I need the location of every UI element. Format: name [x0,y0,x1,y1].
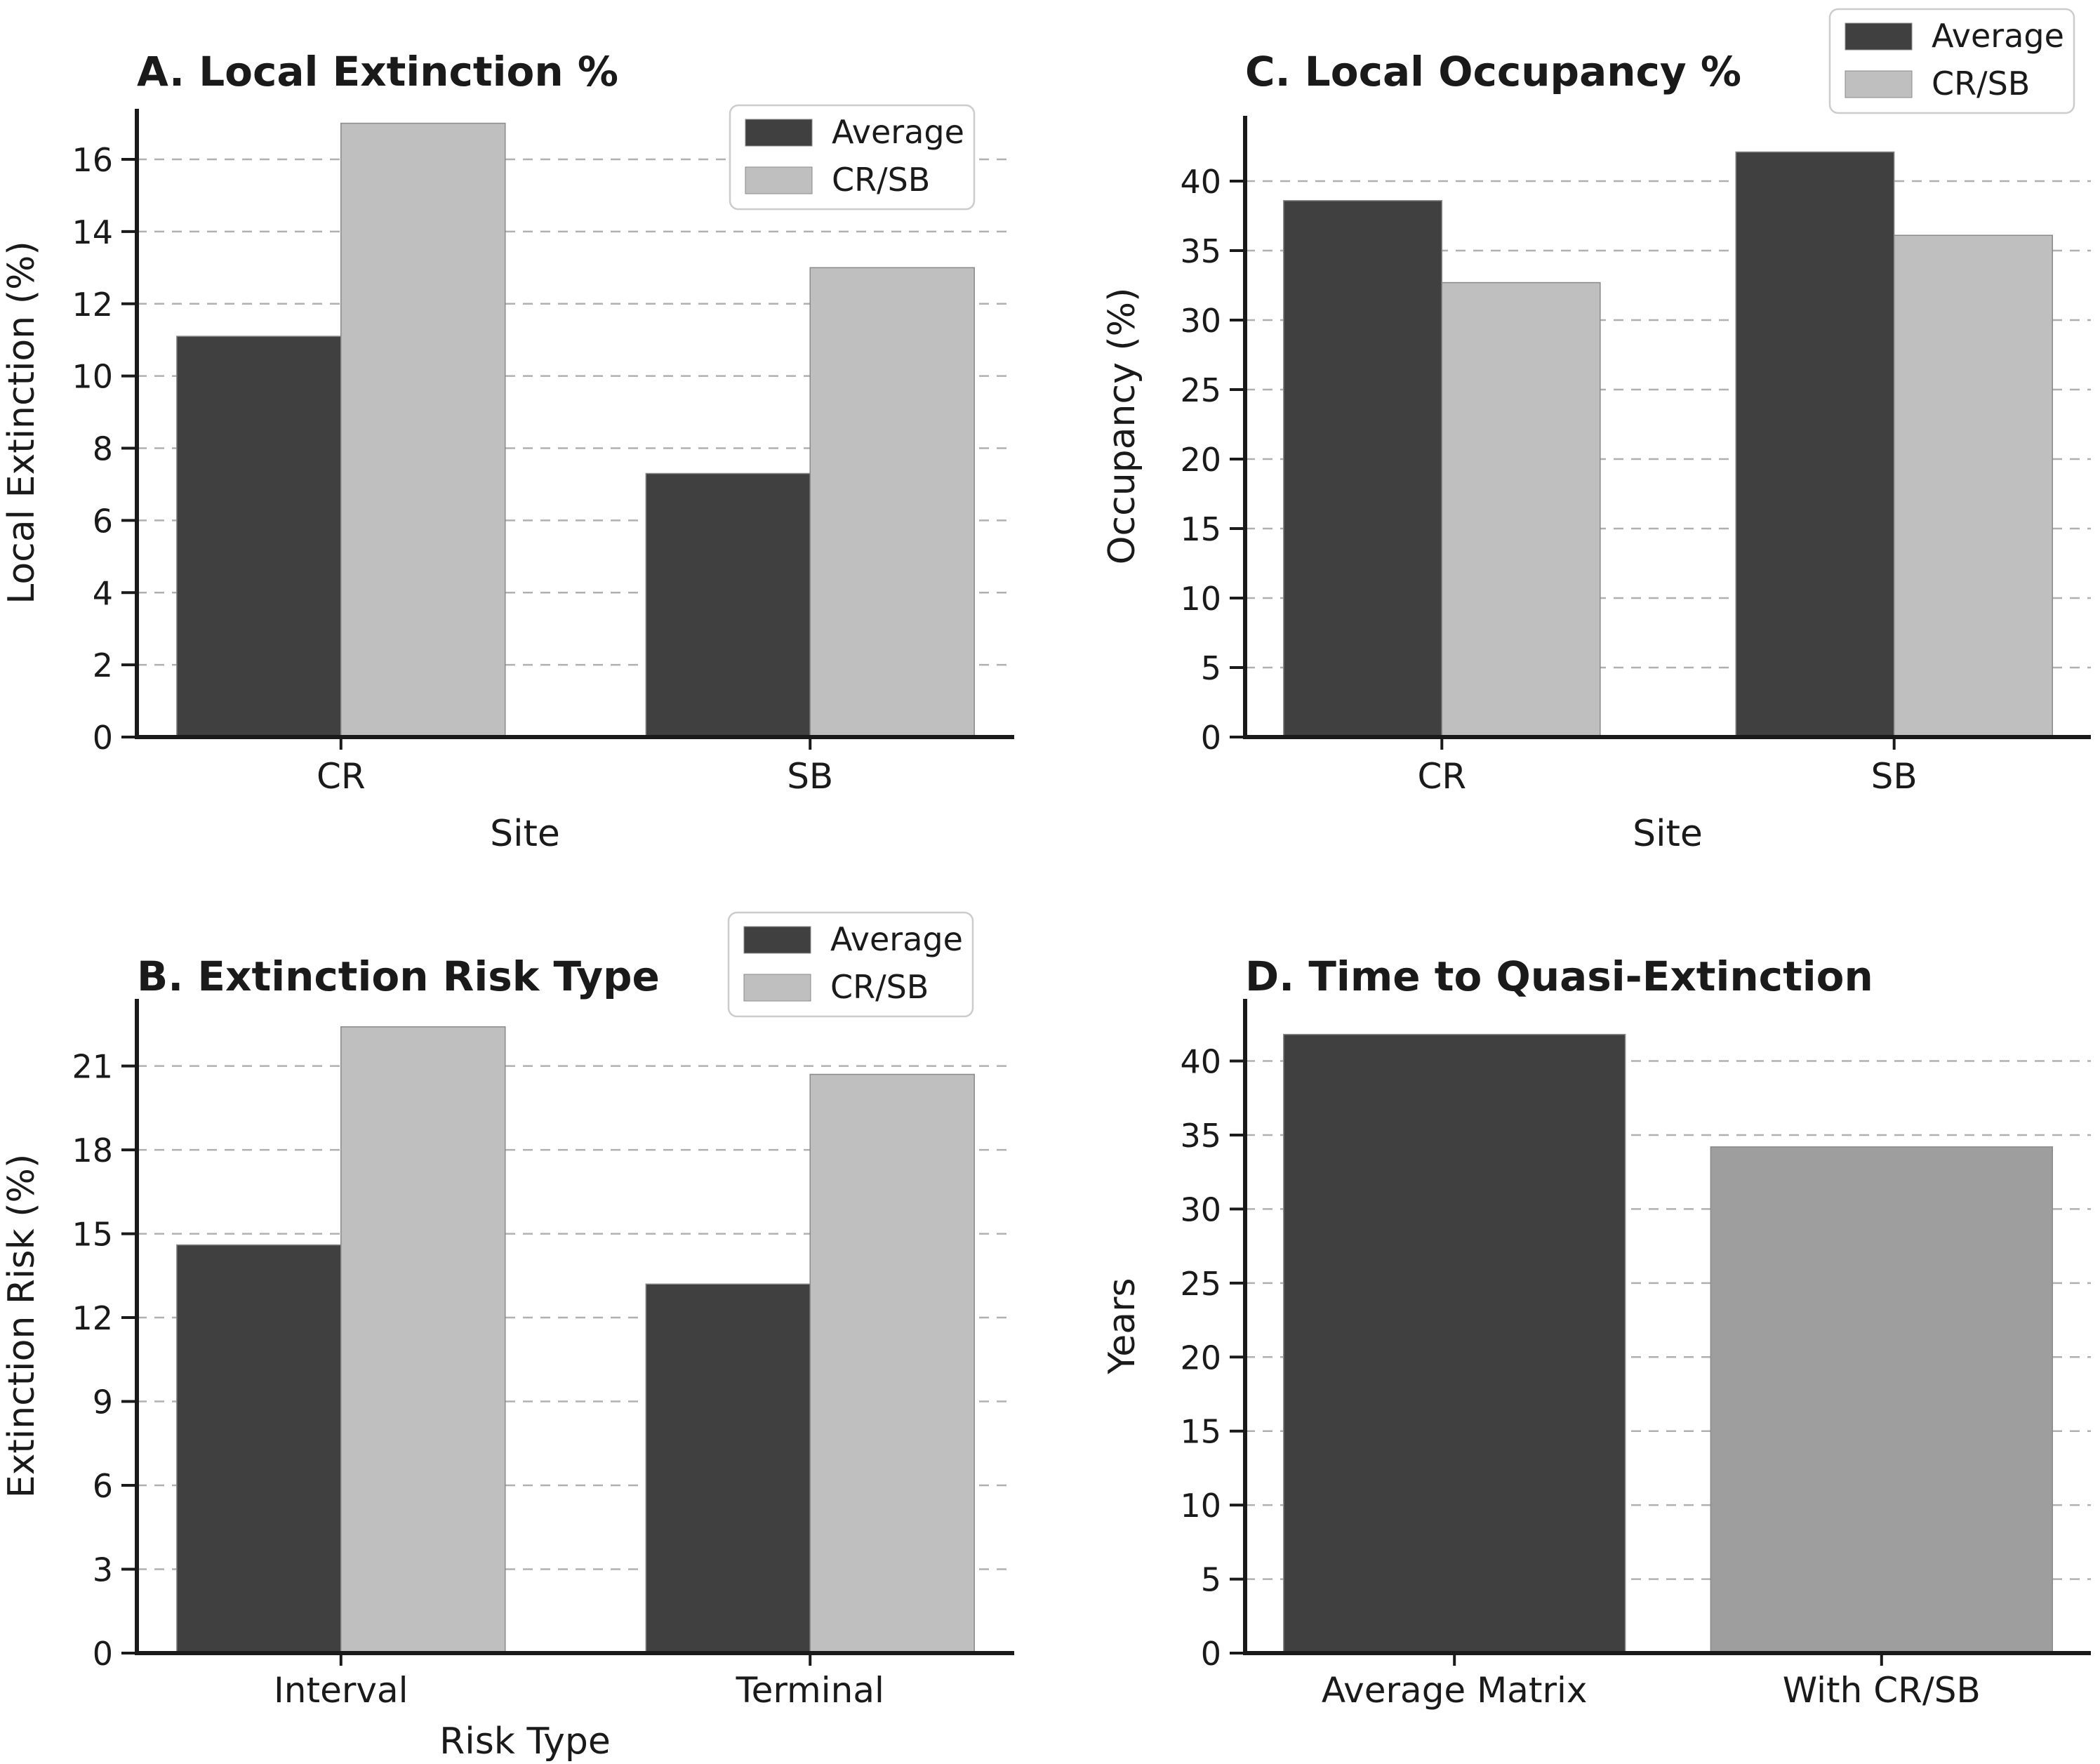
y-tick-label-5: 5 [1201,649,1221,687]
bar-terminal-average [645,1283,811,1654]
bar-cr-crsb [1441,281,1601,738]
x-tick-label-sb: SB [1871,756,1918,797]
y-tick-label-0: 0 [1201,719,1221,757]
chart-d-time-to-quasi-extinction: Average Matrix With CR/SB 0 5 10 15 20 25 30 35 40… [1050,880,2100,1764]
chart-b-yaxis-label: Extinction Risk (%) [1,1154,43,1498]
bar-sb-crsb [1893,234,2053,738]
y-tick-label-0: 0 [93,719,113,757]
y-tick-label-14: 14 [72,213,113,251]
chart-d-plot-area: Average Matrix With CR/SB 0 5 10 15 20 25 30 35 40 [1180,999,2091,1711]
legend-label-average: Average [832,113,964,151]
chart-a-plot-area: CR SB 0 2 4 6 8 10 12 14 16 Average CR/SB [72,104,1014,797]
legend-swatch-average [1845,22,1913,51]
y-tick-label-35: 35 [1180,232,1221,270]
legend-swatch-crsb [1845,70,1913,98]
y-tick-label-15: 15 [72,1216,113,1254]
y-tick-label-6: 6 [93,502,113,540]
legend-swatch-crsb [745,166,813,194]
legend-swatch-crsb [743,974,811,1002]
bar-average-matrix [1283,1033,1626,1654]
bar-interval-crsb [340,1026,506,1654]
x-tick-label-average-matrix: Average Matrix [1322,1670,1588,1711]
bar-interval-average [176,1244,342,1654]
x-tick-label-cr: CR [1417,756,1466,797]
y-tick-label-21: 21 [72,1048,113,1086]
bar-cr-average [1283,200,1443,738]
y-tick-label-4: 4 [93,574,113,612]
legend-label-average: Average [1932,17,2064,55]
y-tick-label-40: 40 [1180,1043,1221,1081]
y-tick-label-35: 35 [1180,1117,1221,1155]
y-tick-label-2: 2 [93,646,113,684]
chart-c-plot-area: CR SB 0 5 10 15 20 25 30 35 40 Average CR/SB [1180,8,2091,797]
y-tick-label-30: 30 [1180,1191,1221,1228]
bar-cr-crsb [340,122,506,738]
x-tick-label-sb: SB [787,756,833,797]
y-tick-label-6: 6 [93,1467,113,1505]
legend-label-average: Average [830,920,963,958]
bar-with-cr-sb [1710,1146,2053,1654]
y-tick-label-10: 10 [72,358,113,396]
y-tick-label-15: 15 [1180,1413,1221,1451]
chart-d-title: D. Time to Quasi-Extinction [1245,953,1873,1000]
legend-swatch-average [743,926,811,954]
chart-b-extinction-risk-type: Interval Terminal 0 3 6 9 12 15 18 21 Average CR/SB… [0,880,1050,1764]
y-tick-label-5: 5 [1201,1561,1221,1599]
y-tick-label-25: 25 [1180,371,1221,409]
chart-a-xaxis-label: Site [490,813,560,855]
y-tick-label-20: 20 [1180,1339,1221,1377]
x-tick-label-with-cr-sb: With CR/SB [1783,1670,1981,1711]
y-tick-label-18: 18 [72,1132,113,1169]
bar-sb-average [645,472,811,738]
y-tick-label-10: 10 [1180,1487,1221,1525]
chart-b-xaxis-label: Risk Type [439,1720,611,1763]
y-tick-label-10: 10 [1180,580,1221,618]
chart-c-yaxis-label: Occupancy (%) [1101,288,1143,565]
y-tick-label-0: 0 [1201,1635,1221,1673]
chart-c-title: C. Local Occupancy % [1245,48,1741,95]
legend-label-crsb: CR/SB [1932,65,2030,102]
chart-b-plot-area: Interval Terminal 0 3 6 9 12 15 18 21 Average CR/SB [72,911,1014,1711]
legend-label-crsb: CR/SB [830,968,929,1006]
chart-a-local-extinction: CR SB 0 2 4 6 8 10 12 14 16 Average CR/SB A. Local E… [0,0,1050,880]
legend-swatch-average [745,119,813,147]
chart-c-xaxis-label: Site [1633,813,1703,855]
legend-label-crsb: CR/SB [832,161,930,199]
x-tick-label-interval: Interval [274,1670,408,1711]
y-tick-label-20: 20 [1180,441,1221,479]
y-tick-label-15: 15 [1180,510,1221,548]
bar-cr-average [176,336,342,738]
bar-sb-crsb [809,267,975,738]
chart-d-yaxis-label: Years [1101,1278,1143,1374]
x-tick-label-cr: CR [317,756,366,797]
y-tick-label-40: 40 [1180,163,1221,201]
y-tick-label-12: 12 [72,286,113,324]
y-tick-label-0: 0 [93,1635,113,1673]
y-tick-label-3: 3 [93,1551,113,1589]
bar-sb-average [1735,151,1895,738]
chart-b-title: B. Extinction Risk Type [137,953,660,1000]
chart-c-local-occupancy: CR SB 0 5 10 15 20 25 30 35 40 Average CR/SB C. Loca… [1050,0,2100,880]
chart-a-title: A. Local Extinction % [137,48,618,95]
y-tick-label-16: 16 [72,141,113,179]
bar-terminal-crsb [809,1073,975,1654]
y-tick-label-9: 9 [93,1384,113,1421]
y-tick-label-12: 12 [72,1299,113,1337]
chart-a-yaxis-label: Local Extinction (%) [1,241,43,604]
y-tick-label-8: 8 [93,430,113,468]
y-tick-label-25: 25 [1180,1265,1221,1303]
x-tick-label-terminal: Terminal [736,1670,884,1711]
y-tick-label-30: 30 [1180,302,1221,340]
